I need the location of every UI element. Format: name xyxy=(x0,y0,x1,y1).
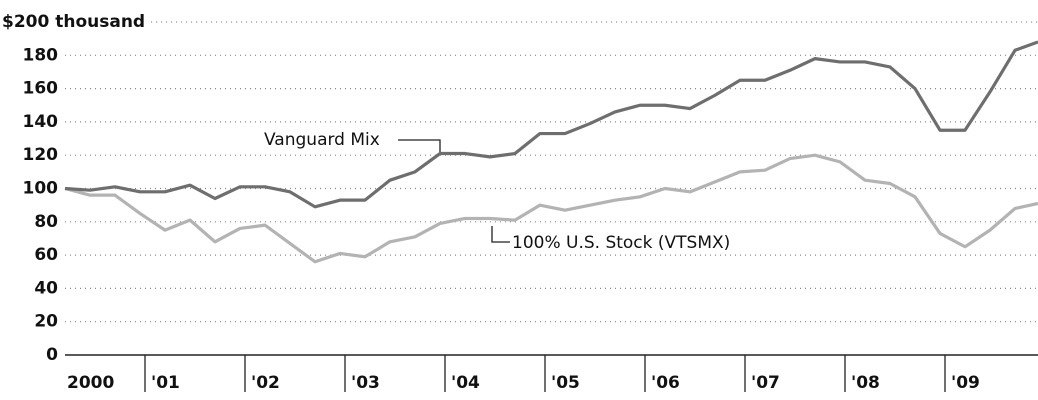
line-series xyxy=(64,40,1038,209)
x-tick-label: '07 xyxy=(751,373,780,393)
y-tick-label: 120 xyxy=(23,145,59,165)
y-tick-label: 100 xyxy=(23,179,59,199)
x-tick-label: '06 xyxy=(651,373,680,393)
x-tick-label: 2000 xyxy=(67,373,114,393)
x-tick-label: '08 xyxy=(851,373,880,393)
y-tick-label: 60 xyxy=(34,245,58,265)
y-tick-label: $200 thousand xyxy=(2,12,145,32)
y-tick-label: 80 xyxy=(34,212,58,232)
leader-line xyxy=(398,139,441,152)
x-tick-label: '04 xyxy=(451,373,480,393)
x-tick-label: '05 xyxy=(551,373,580,393)
y-tick-label: 0 xyxy=(46,345,58,365)
x-tick-label: '09 xyxy=(951,373,980,393)
y-tick-label: 140 xyxy=(23,112,59,132)
y-tick-label: 160 xyxy=(23,79,59,99)
y-tick-label: 40 xyxy=(34,278,58,298)
y-tick-label: 20 xyxy=(34,312,58,332)
x-tick-label: '01 xyxy=(151,373,180,393)
y-tick-label: 180 xyxy=(23,45,59,65)
x-tick-label: '03 xyxy=(351,373,380,393)
leader-line xyxy=(491,226,510,243)
x-tick-label: '02 xyxy=(251,373,280,393)
series-label: Vanguard Mix xyxy=(264,130,380,150)
series-label: 100% U.S. Stock (VTSMX) xyxy=(512,233,730,253)
line-series xyxy=(64,153,1038,264)
